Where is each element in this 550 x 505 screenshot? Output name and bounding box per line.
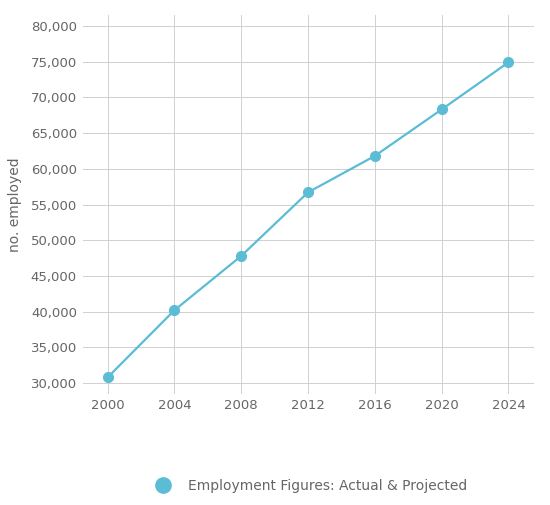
Employment Figures: Actual & Projected: (2.01e+03, 5.67e+04): Actual & Projected: (2.01e+03, 5.67e+04) bbox=[305, 189, 311, 195]
Y-axis label: no. employed: no. employed bbox=[8, 157, 23, 252]
Legend: Employment Figures: Actual & Projected: Employment Figures: Actual & Projected bbox=[149, 479, 467, 493]
Employment Figures: Actual & Projected: (2.01e+03, 4.78e+04): Actual & Projected: (2.01e+03, 4.78e+04) bbox=[238, 253, 245, 259]
Line: Employment Figures: Actual & Projected: Employment Figures: Actual & Projected bbox=[103, 58, 513, 382]
Employment Figures: Actual & Projected: (2.02e+03, 6.83e+04): Actual & Projected: (2.02e+03, 6.83e+04) bbox=[438, 107, 445, 113]
Employment Figures: Actual & Projected: (2.02e+03, 7.49e+04): Actual & Projected: (2.02e+03, 7.49e+04) bbox=[505, 59, 512, 65]
Employment Figures: Actual & Projected: (2e+03, 4.02e+04): Actual & Projected: (2e+03, 4.02e+04) bbox=[171, 307, 178, 313]
Employment Figures: Actual & Projected: (2e+03, 3.08e+04): Actual & Projected: (2e+03, 3.08e+04) bbox=[104, 374, 111, 380]
Employment Figures: Actual & Projected: (2.02e+03, 6.18e+04): Actual & Projected: (2.02e+03, 6.18e+04) bbox=[371, 153, 378, 159]
